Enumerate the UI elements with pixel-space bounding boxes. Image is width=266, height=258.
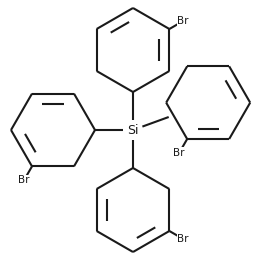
Text: Br: Br [18, 175, 30, 185]
Text: Br: Br [177, 234, 189, 244]
Text: Si: Si [127, 124, 139, 136]
Text: Br: Br [173, 148, 185, 158]
Text: Br: Br [177, 16, 189, 26]
